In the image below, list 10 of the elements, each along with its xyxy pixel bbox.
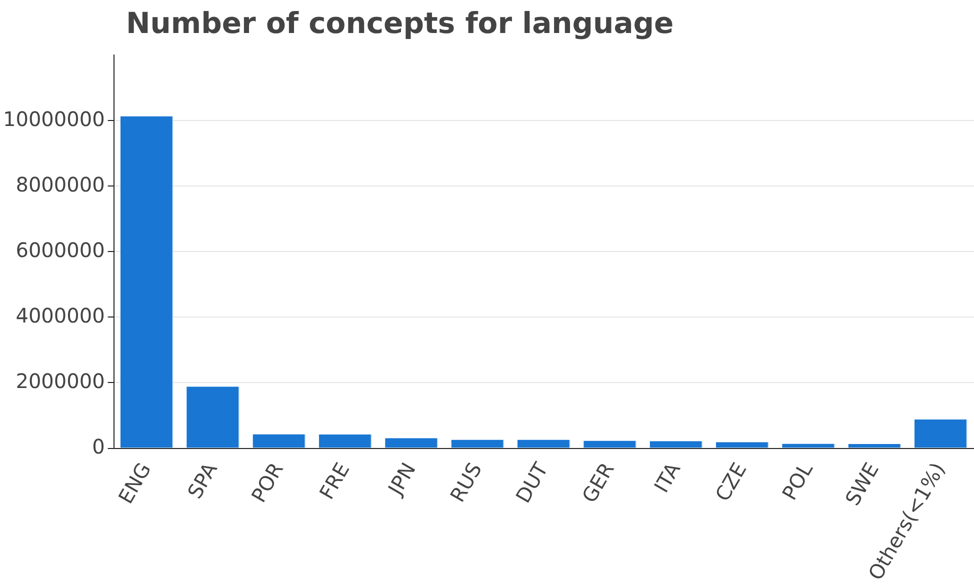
x-tick-label: SPA [182,458,222,503]
chart-title: Number of concepts for language [126,6,674,40]
y-tick-label: 0 [92,434,105,458]
x-tick-label: ITA [649,458,686,497]
y-tick-label: 8000000 [16,172,105,196]
x-tick-label: POL [777,458,818,504]
y-tick-label: 4000000 [16,303,105,328]
y-tick-label: 10000000 [3,106,105,131]
y-tick-label: 2000000 [16,368,105,393]
y-tick-label: 6000000 [16,238,105,262]
